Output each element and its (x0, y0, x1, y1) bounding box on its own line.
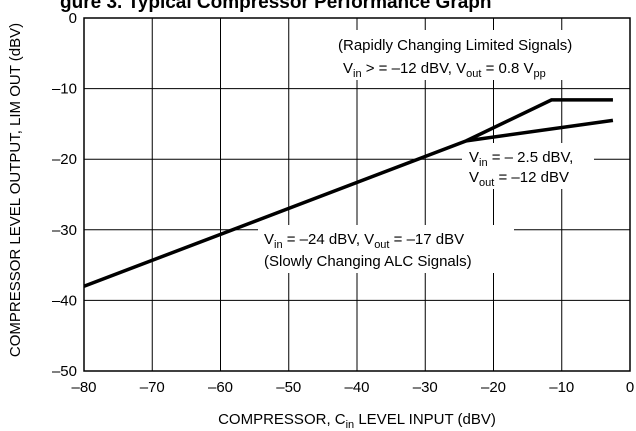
x-axis-title: COMPRESSOR, Cin LEVEL INPUT (dBV) (218, 411, 496, 431)
chart-title: gure 3. Typical Compressor Performance G… (60, 0, 492, 13)
y-tick-label: 0 (69, 10, 77, 27)
x-tick-label: –10 (549, 379, 574, 396)
y-tick-labels: –50 –40 –30 –20 –10 0 (52, 10, 77, 380)
y-tick-label: –10 (52, 81, 77, 98)
x-tick-label: –30 (413, 379, 438, 396)
annotation-slow-title: (Slowly Changing ALC Signals) (264, 253, 472, 270)
x-tick-label: –80 (71, 379, 96, 396)
x-tick-label: –40 (344, 379, 369, 396)
x-tick-label: –50 (276, 379, 301, 396)
y-tick-label: –20 (52, 151, 77, 168)
x-tick-label: –20 (481, 379, 506, 396)
x-tick-label: –70 (140, 379, 165, 396)
x-tick-label: 0 (626, 379, 634, 396)
x-tick-label: –60 (208, 379, 233, 396)
y-tick-label: –50 (52, 363, 77, 380)
annotation-rapid-title: (Rapidly Changing Limited Signals) (338, 37, 572, 54)
y-tick-label: –40 (52, 292, 77, 309)
y-axis-title: COMPRESSOR LEVEL OUTPUT, LIM OUT (dBV) (7, 23, 24, 357)
y-tick-label: –30 (52, 222, 77, 239)
x-tick-labels: –80 –70 –60 –50 –40 –30 –20 –10 0 (71, 379, 634, 396)
